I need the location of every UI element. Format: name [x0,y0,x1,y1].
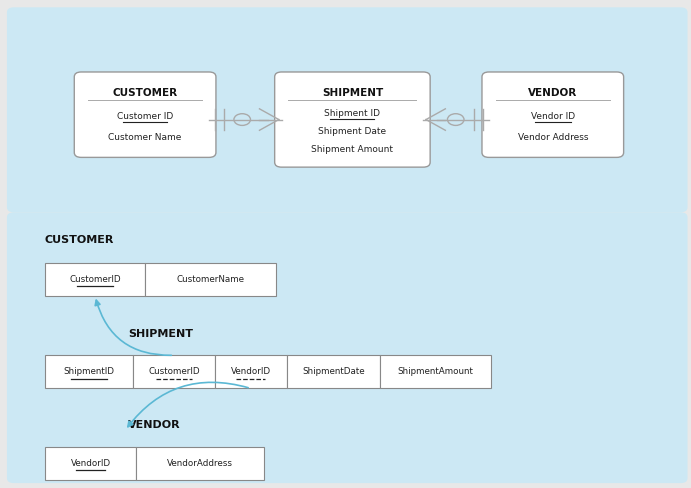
Text: CUSTOMER: CUSTOMER [45,236,114,245]
FancyBboxPatch shape [45,263,145,296]
FancyBboxPatch shape [136,447,264,480]
FancyBboxPatch shape [482,72,623,157]
FancyBboxPatch shape [7,7,688,212]
FancyBboxPatch shape [145,263,276,296]
Text: VENDOR: VENDOR [528,88,578,98]
Text: Vendor Address: Vendor Address [518,133,588,142]
Text: SHIPMENT: SHIPMENT [322,88,383,98]
FancyBboxPatch shape [274,72,430,167]
Text: CustomerName: CustomerName [177,275,245,284]
Text: Shipment ID: Shipment ID [324,109,381,118]
Text: Customer Name: Customer Name [108,133,182,142]
Text: Customer ID: Customer ID [117,112,173,121]
Text: Shipment Amount: Shipment Amount [312,144,393,154]
Text: CustomerID: CustomerID [149,367,200,376]
Text: VendorID: VendorID [70,459,111,468]
Text: ShipmentDate: ShipmentDate [302,367,365,376]
Text: CUSTOMER: CUSTOMER [113,88,178,98]
FancyBboxPatch shape [133,355,215,388]
FancyBboxPatch shape [7,212,688,483]
FancyBboxPatch shape [45,447,136,480]
FancyBboxPatch shape [215,355,287,388]
Text: VendorID: VendorID [231,367,271,376]
FancyBboxPatch shape [287,355,380,388]
Text: VendorAddress: VendorAddress [167,459,233,468]
Text: ShipmentID: ShipmentID [64,367,115,376]
Text: CustomerID: CustomerID [69,275,121,284]
Text: Shipment Date: Shipment Date [319,127,386,136]
Text: Vendor ID: Vendor ID [531,112,575,121]
FancyBboxPatch shape [380,355,491,388]
Text: VENDOR: VENDOR [128,421,180,430]
Text: ShipmentAmount: ShipmentAmount [397,367,473,376]
FancyBboxPatch shape [45,355,133,388]
FancyBboxPatch shape [75,72,216,157]
Text: SHIPMENT: SHIPMENT [128,329,193,339]
